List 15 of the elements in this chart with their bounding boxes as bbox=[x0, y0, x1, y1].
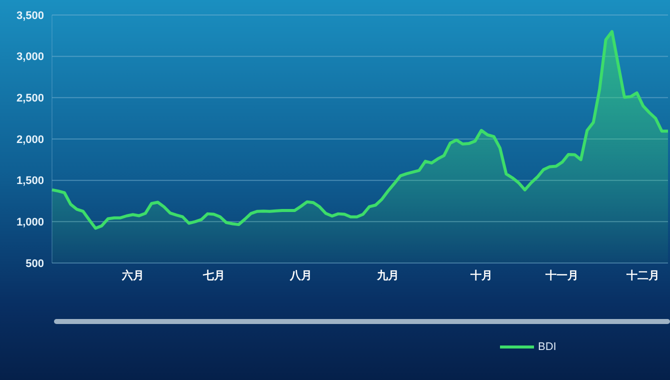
y-tick-label: 3,500 bbox=[16, 10, 44, 22]
y-tick-label: 1,500 bbox=[16, 175, 44, 188]
legend-label: BDI bbox=[538, 341, 556, 353]
x-tick-label: 八月 bbox=[288, 268, 312, 282]
y-tick-label: 3,000 bbox=[16, 51, 44, 64]
x-tick-label: 六月 bbox=[120, 268, 144, 282]
x-tick-label: 十一月 bbox=[544, 268, 579, 282]
y-tick-label: 2,000 bbox=[16, 134, 44, 146]
y-tick-label: 500 bbox=[26, 258, 44, 270]
x-tick-label: 九月 bbox=[376, 268, 399, 282]
x-tick-label: 十月 bbox=[469, 268, 492, 282]
y-tick-label: 2,500 bbox=[16, 92, 44, 105]
y-tick-label: 1,000 bbox=[16, 216, 44, 229]
x-tick-label: 十二月 bbox=[626, 268, 660, 282]
x-tick-label: 七月 bbox=[202, 268, 225, 282]
